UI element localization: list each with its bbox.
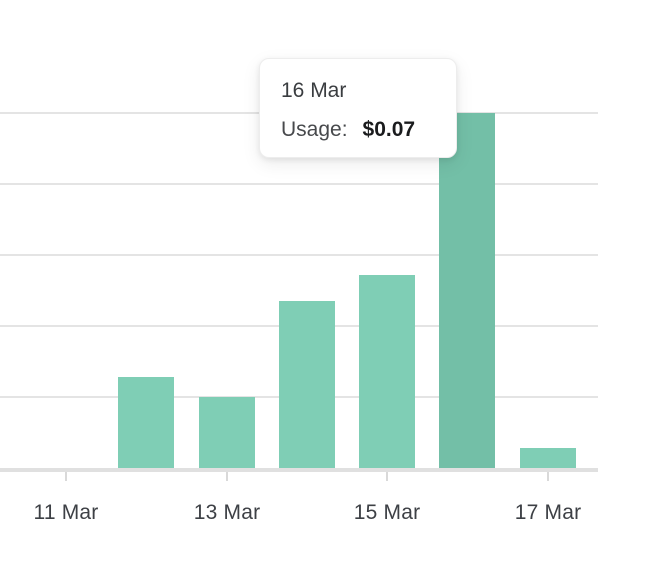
x-axis-line xyxy=(0,468,598,472)
x-axis-label-11-mar: 11 Mar xyxy=(33,501,99,524)
x-axis-tick-17-mar xyxy=(547,472,549,481)
tooltip-usage-label: Usage: xyxy=(281,118,348,141)
x-axis-tick-13-mar xyxy=(226,472,228,481)
tooltip-usage-value: $0.07 xyxy=(362,118,416,141)
tooltip-usage-row: Usage: $0.07 xyxy=(281,118,456,142)
bar-15-mar[interactable] xyxy=(359,275,415,468)
grid-line xyxy=(0,254,598,256)
bar-17-mar[interactable] xyxy=(520,448,576,468)
tooltip-date: 16 Mar xyxy=(281,79,347,102)
chart-tooltip: 16 Mar Usage: $0.07 xyxy=(259,58,457,158)
bar-14-mar[interactable] xyxy=(279,301,335,468)
grid-line xyxy=(0,183,598,185)
x-axis-label-17-mar: 17 Mar xyxy=(514,501,582,524)
bar-12-mar[interactable] xyxy=(118,377,174,468)
x-axis-tick-15-mar xyxy=(386,472,388,481)
bar-16-mar[interactable] xyxy=(439,113,495,468)
x-axis-label-13-mar: 13 Mar xyxy=(193,501,261,524)
bar-13-mar[interactable] xyxy=(199,397,255,468)
x-axis-label-15-mar: 15 Mar xyxy=(353,501,421,524)
x-axis-tick-11-mar xyxy=(65,472,67,481)
